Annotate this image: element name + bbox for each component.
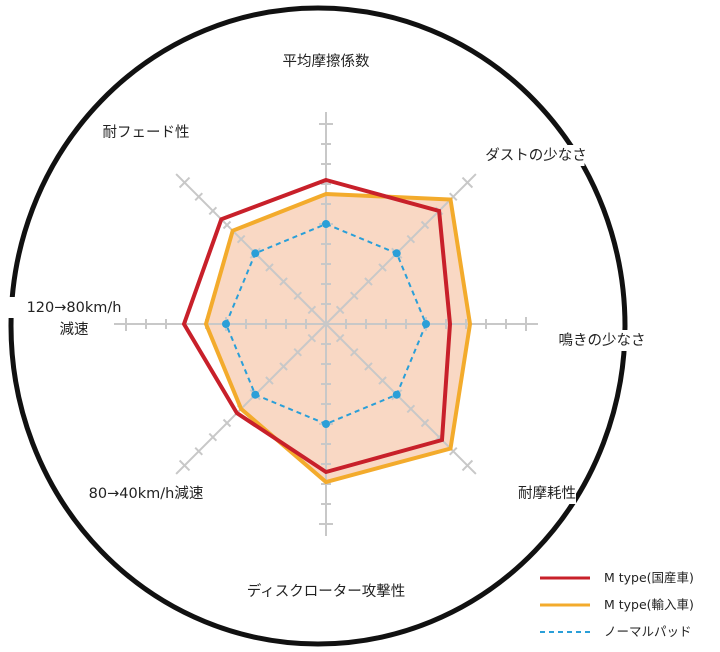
legend-label-2: ノーマルパッド (604, 624, 692, 639)
axis-label-bg-2-0 (560, 330, 644, 351)
series-point-2-1 (392, 249, 401, 258)
axis-tick-3-9 (448, 446, 458, 456)
outer-ring (8, 5, 628, 647)
axis-label-7-0: 耐フェード性 (103, 124, 190, 141)
axis-tick-7-9 (194, 192, 204, 202)
axis-tick-5-7 (222, 418, 232, 428)
axis-tick-3-10 (461, 459, 474, 472)
axis-label-4-0: ディスクローター攻撃性 (247, 582, 405, 600)
axis-tick-7-3 (279, 277, 288, 286)
series-point-2-6 (222, 320, 230, 328)
axis-label-bg-4-0 (251, 581, 401, 602)
axis-label-bg-3-0 (518, 483, 576, 504)
series-point-2-4 (322, 420, 330, 428)
axis-tick-3-2 (349, 347, 359, 357)
axis-tick-7-8 (208, 206, 218, 216)
axis-label-5-0: 80→40km/h減速 (89, 485, 204, 502)
axis-label-6-1: 減速 (60, 321, 89, 338)
axis-tick-7-4 (265, 263, 274, 272)
axis-label-bg-5-0 (71, 483, 221, 504)
axis-tick-1-1 (335, 305, 345, 315)
axis-tick-7-10 (178, 176, 191, 189)
axis-tick-5-8 (208, 432, 218, 442)
legend-label-0: M type(国産車) (604, 570, 694, 585)
axis-tick-1-4 (378, 263, 387, 272)
axis-tick-3-7 (420, 418, 430, 428)
axis-tick-1-10 (461, 176, 474, 189)
axis-label-3-0: 耐摩耗性 (518, 484, 576, 502)
axis-label-bg-6-1 (58, 319, 90, 340)
series-point-2-3 (392, 390, 401, 399)
axis-tick-1-6 (406, 234, 416, 244)
axis-tick-1-2 (349, 291, 359, 301)
axis-tick-7-2 (293, 291, 303, 301)
axis-label-bg-1-0 (487, 145, 585, 166)
series-line-0 (181, 177, 453, 475)
series-line-1 (203, 191, 473, 485)
axis-spoke-5 (175, 323, 327, 475)
axis-tick-3-6 (406, 404, 416, 414)
series-point-2-2 (422, 320, 430, 328)
axis-tick-7-6 (236, 234, 246, 244)
axis-tick-7-7 (222, 220, 232, 230)
axis-tick-5-1 (307, 333, 317, 343)
axis-spoke-7 (175, 173, 327, 325)
axis-label-6-0: 120→80km/h (27, 300, 122, 316)
axis-tick-1-9 (448, 192, 458, 202)
axis-tick-1-7 (420, 220, 430, 230)
axis-tick-5-9 (194, 446, 204, 456)
axis-tick-3-3 (364, 362, 373, 371)
legend-label-1: M type(輸入車) (604, 597, 694, 612)
axis-tick-5-3 (279, 362, 288, 371)
axis-tick-7-1 (307, 305, 317, 315)
axis-label-0-0: 平均摩擦係数 (283, 52, 370, 70)
axis-tick-5-2 (293, 347, 303, 357)
axis-tick-3-4 (378, 376, 387, 385)
axis-tick-5-10 (178, 459, 191, 472)
axis-label-bg-7-0 (104, 122, 188, 143)
axis-label-1-0: ダストの少なさ (485, 147, 587, 164)
series-point-2-5 (251, 390, 260, 399)
axis-label-bg-0-0 (284, 51, 368, 72)
series-point-2-7 (251, 249, 260, 258)
axis-tick-5-4 (265, 376, 274, 385)
axis-label-2-0: 鳴きの少なさ (559, 332, 646, 349)
axis-tick-3-1 (335, 333, 345, 343)
series-fill-1 (206, 194, 470, 482)
axis-label-bg-6-0 (6, 297, 142, 318)
series-point-2-0 (322, 220, 330, 228)
axis-tick-1-3 (364, 277, 373, 286)
